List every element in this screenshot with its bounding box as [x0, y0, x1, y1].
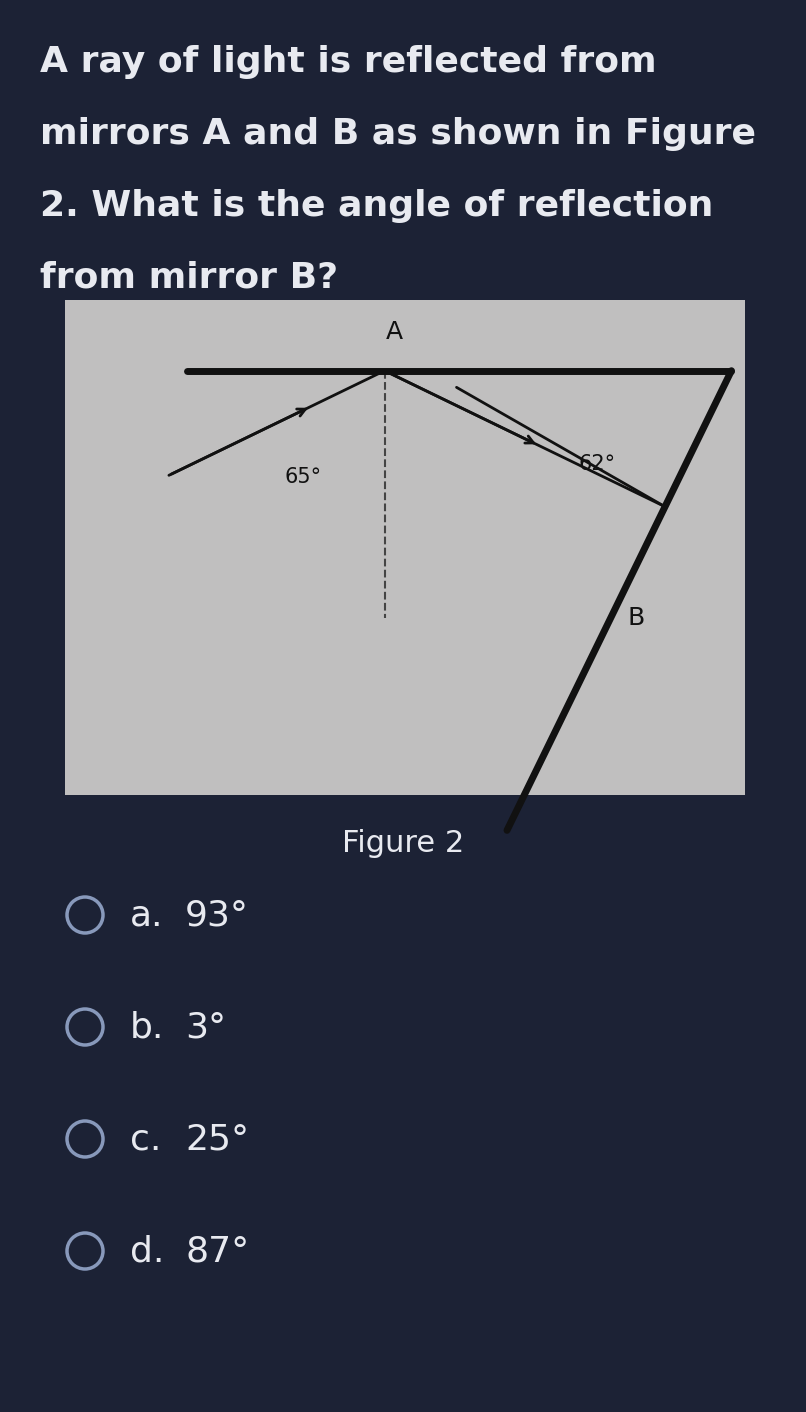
Text: A ray of light is reflected from: A ray of light is reflected from: [40, 45, 657, 79]
Text: 93°: 93°: [185, 898, 249, 932]
Text: d.: d.: [130, 1234, 164, 1268]
Text: 87°: 87°: [185, 1234, 249, 1268]
Text: B: B: [628, 606, 645, 630]
Text: 62°: 62°: [579, 455, 616, 474]
Text: c.: c.: [130, 1123, 161, 1156]
Text: 65°: 65°: [285, 467, 322, 487]
Text: Figure 2: Figure 2: [342, 829, 464, 857]
Text: 25°: 25°: [185, 1123, 249, 1156]
Text: 3°: 3°: [185, 1010, 226, 1043]
Text: a.: a.: [130, 898, 164, 932]
Bar: [65, 299, 745, 795]
Text: 2. What is the angle of reflection: 2. What is the angle of reflection: [40, 189, 713, 223]
Text: A: A: [386, 321, 403, 343]
Text: from mirror B?: from mirror B?: [40, 261, 339, 295]
Text: mirrors A and B as shown in Figure: mirrors A and B as shown in Figure: [40, 117, 756, 151]
Text: b.: b.: [130, 1010, 164, 1043]
